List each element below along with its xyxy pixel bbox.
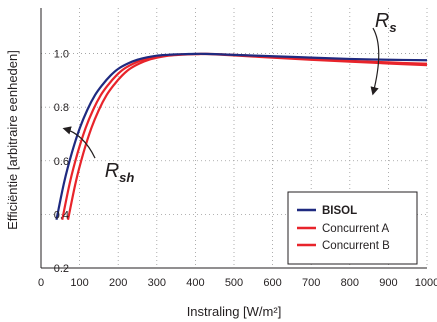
axes: [40, 8, 427, 269]
rs-arrow: [370, 27, 380, 96]
legend-label-concurrent-b: Concurrent B: [322, 240, 390, 252]
y-axis-label: Efficiëntie [arbitraire eenheden]: [5, 50, 20, 230]
x-axis-label: Instraling [W/m²]: [187, 304, 282, 319]
y-tick-label-3: 0.8: [54, 102, 69, 114]
y-tick-label-4: 1.0: [54, 49, 69, 61]
legend-label-concurrent-a: Concurrent A: [322, 223, 389, 235]
x-tick-label-2: 200: [109, 277, 127, 289]
series-line-bisol: [55, 52, 428, 220]
x-tick-label-7: 700: [302, 277, 320, 289]
x-tick-label-10: 1000: [415, 277, 437, 289]
tick-labels: 0 100 200 300 400 500 600 700 800 900 1000 0.2 0.4 0.…: [38, 49, 437, 289]
legend: BISOL Concurrent A Concurrent B: [287, 191, 418, 265]
y-tick-label-1: 0.4: [54, 209, 69, 221]
x-tick-label-9: 900: [379, 277, 397, 289]
series-lines: [55, 52, 428, 220]
x-tick-label-0: 0: [38, 277, 44, 289]
x-tick-label-4: 400: [186, 277, 204, 289]
annotation-r-s: Rs: [375, 10, 397, 35]
x-tick-label-5: 500: [225, 277, 243, 289]
annotation-r-sh: Rsh: [105, 160, 135, 185]
y-tick-label-2: 0.6: [54, 156, 69, 168]
legend-label-bisol: BISOL: [322, 205, 357, 217]
x-tick-label-3: 300: [148, 277, 166, 289]
x-tick-label-8: 800: [341, 277, 359, 289]
x-tick-label-1: 100: [70, 277, 88, 289]
annotation-subscript-s: s: [389, 20, 396, 35]
annotations: Rs Rsh: [62, 10, 397, 185]
rsh-arrow: [62, 126, 96, 159]
y-tick-label-0: 0.2: [54, 263, 69, 275]
annotation-subscript-sh: sh: [119, 170, 134, 185]
x-tick-label-6: 600: [263, 277, 281, 289]
